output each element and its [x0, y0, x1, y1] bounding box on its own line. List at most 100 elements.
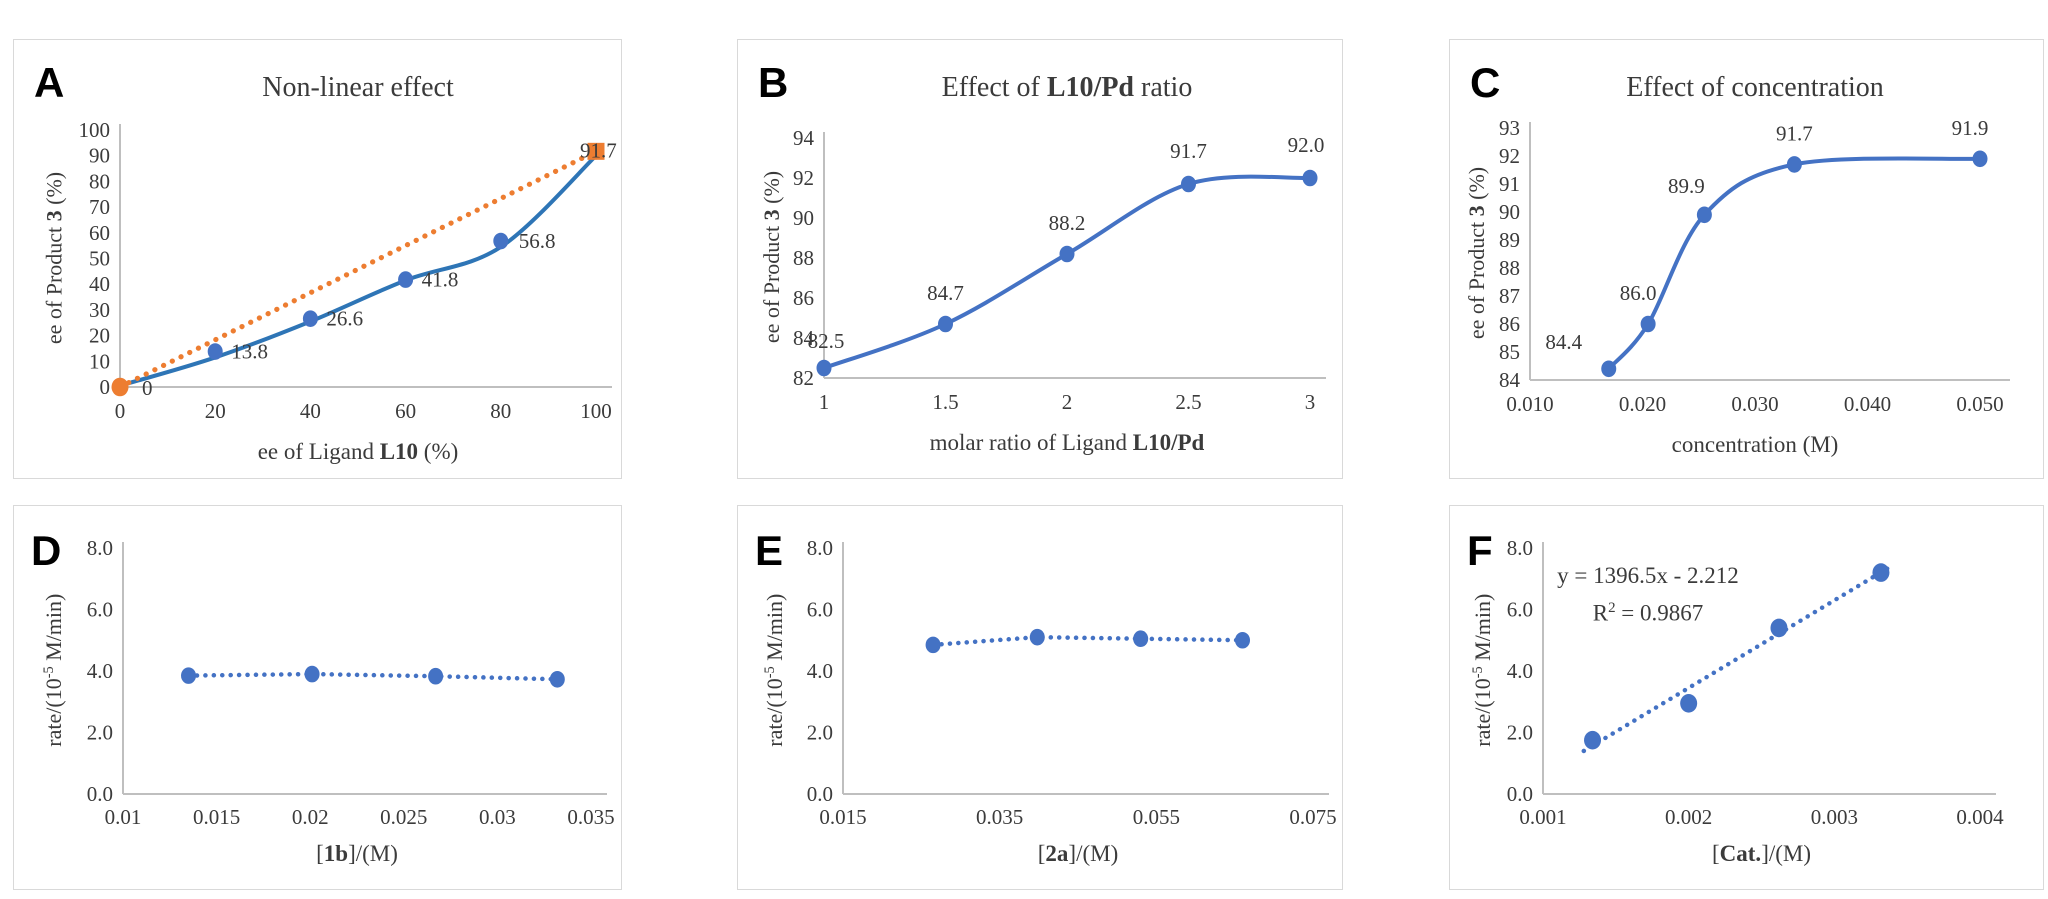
svg-text:13.8: 13.8	[231, 340, 268, 364]
svg-text:88.2: 88.2	[1049, 211, 1086, 235]
chart-e-y-axis-label: rate/(10-5 M/min)	[761, 593, 788, 747]
svg-text:90: 90	[1499, 200, 1520, 224]
svg-text:0.020: 0.020	[1619, 392, 1666, 416]
svg-text:91.7: 91.7	[1776, 121, 1813, 145]
panel-e: 0.0 2.0 4.0 6.0 8.0 0.015 0.035 0.055 0.075 E ra…	[737, 505, 1343, 890]
chart-b-plot: 82 84 86 88 90 92 94 1 1.5 2 2.5 3 82.5 84.7 88.2 91.7 9…	[793, 126, 1326, 414]
svg-text:91: 91	[1499, 172, 1520, 196]
svg-text:0.010: 0.010	[1506, 392, 1553, 416]
svg-text:60: 60	[89, 221, 110, 245]
panel-a: 0 10 20 30 40 50 60 70 80 90 100 0 20 40 60 80 100 0 13.8 2…	[13, 39, 622, 479]
svg-text:94: 94	[793, 126, 815, 150]
svg-text:0.025: 0.025	[380, 805, 427, 829]
svg-text:84: 84	[1499, 368, 1521, 392]
svg-text:84: 84	[793, 326, 815, 350]
panel-d: 0.0 2.0 4.0 6.0 8.0 0.01 0.015 0.02 0.025 0.03 0.0…	[13, 505, 622, 890]
svg-text:6.0: 6.0	[807, 598, 833, 622]
svg-text:70: 70	[89, 195, 110, 219]
chart-d-y-axis-label: rate/(10-5 M/min)	[40, 593, 67, 747]
svg-text:3: 3	[1305, 390, 1316, 414]
svg-text:0: 0	[100, 375, 111, 399]
panel-b-letter: B	[758, 59, 789, 106]
chart-f-plot: 0.0 2.0 4.0 6.0 8.0 0.001 0.002 0.003 0.004	[1507, 536, 2004, 829]
svg-text:0.0: 0.0	[1507, 782, 1533, 806]
svg-text:26.6: 26.6	[326, 307, 363, 331]
svg-text:86.0: 86.0	[1620, 281, 1657, 305]
svg-text:100: 100	[580, 399, 612, 423]
svg-text:41.8: 41.8	[422, 268, 459, 292]
svg-text:2: 2	[1062, 390, 1073, 414]
svg-text:84.7: 84.7	[927, 281, 964, 305]
svg-text:89: 89	[1499, 228, 1520, 252]
chart-f-trendline-equation: y = 1396.5x - 2.212 R2 = 0.9867	[1508, 560, 1788, 630]
panel-b: 82 84 86 88 90 92 94 1 1.5 2 2.5 3 82.5 84.7 88.2 91.7 9…	[737, 39, 1343, 479]
svg-text:92: 92	[1499, 144, 1520, 168]
svg-text:0.035: 0.035	[976, 805, 1023, 829]
chart-f-x-axis-label: [Cat.]/(M)	[1711, 841, 1812, 866]
svg-text:0.040: 0.040	[1844, 392, 1891, 416]
svg-text:90: 90	[89, 144, 110, 168]
svg-text:1.5: 1.5	[932, 390, 958, 414]
svg-text:0.0: 0.0	[87, 782, 113, 806]
chart-d-plot: 0.0 2.0 4.0 6.0 8.0 0.01 0.015 0.02 0.025 0.03 0.0…	[87, 536, 615, 829]
svg-text:0.015: 0.015	[819, 805, 866, 829]
svg-text:56.8: 56.8	[519, 229, 556, 253]
svg-text:87: 87	[1499, 284, 1520, 308]
svg-text:91.7: 91.7	[1170, 139, 1207, 163]
panel-e-letter: E	[755, 527, 784, 574]
chart-e-x-axis-label: [2a]/(M)	[1037, 841, 1119, 866]
svg-text:0.075: 0.075	[1289, 805, 1336, 829]
chart-b-title: Effect of L10/Pd ratio	[941, 72, 1193, 103]
svg-text:93: 93	[1499, 116, 1520, 140]
svg-text:85: 85	[1499, 340, 1520, 364]
chart-a-y-axis-label: ee of Product 3 (%)	[41, 171, 66, 344]
chart-e-plot: 0.0 2.0 4.0 6.0 8.0 0.015 0.035 0.055 0.075	[807, 536, 1337, 829]
svg-text:0.003: 0.003	[1811, 805, 1858, 829]
svg-text:100: 100	[79, 118, 111, 142]
svg-text:89.9: 89.9	[1668, 174, 1705, 198]
chart-b-x-axis-label: molar ratio of Ligand L10/Pd	[929, 430, 1205, 455]
panel-f: 0.0 2.0 4.0 6.0 8.0 0.001 0.002 0.003 0.004 F ra…	[1449, 505, 2044, 890]
svg-text:2.5: 2.5	[1175, 390, 1201, 414]
svg-text:50: 50	[89, 247, 110, 271]
svg-text:92.0: 92.0	[1288, 133, 1325, 157]
svg-text:0.055: 0.055	[1133, 805, 1180, 829]
trendline-r-squared: R2 = 0.9867	[1592, 600, 1704, 626]
svg-text:4.0: 4.0	[1507, 659, 1533, 683]
svg-text:2.0: 2.0	[87, 721, 113, 745]
chart-c-y-axis-label: ee of Product 3 (%)	[1464, 166, 1489, 340]
svg-text:8.0: 8.0	[1507, 536, 1533, 560]
svg-text:60: 60	[395, 399, 416, 423]
chart-a-x-axis-label: ee of Ligand L10 (%)	[257, 439, 459, 464]
svg-text:20: 20	[205, 399, 226, 423]
svg-text:0.001: 0.001	[1519, 805, 1566, 829]
svg-text:10: 10	[89, 349, 110, 373]
svg-text:40: 40	[300, 399, 321, 423]
chart-d-x-axis-label: [1b]/(M)	[316, 841, 398, 866]
chart-f-y-axis-label: rate/(10-5 M/min)	[1469, 593, 1496, 747]
panel-d-letter: D	[31, 527, 62, 574]
svg-text:80: 80	[490, 399, 511, 423]
svg-text:4.0: 4.0	[807, 659, 833, 683]
svg-text:88: 88	[793, 246, 814, 270]
svg-text:4.0: 4.0	[87, 659, 113, 683]
svg-text:86: 86	[1499, 312, 1520, 336]
svg-text:1: 1	[819, 390, 830, 414]
chart-c-x-axis-label: concentration (M)	[1671, 432, 1839, 457]
svg-text:80: 80	[89, 169, 110, 193]
panel-f-letter: F	[1467, 527, 1493, 574]
svg-text:91.7: 91.7	[580, 138, 617, 162]
panel-c-letter: C	[1470, 59, 1501, 106]
chart-c-plot: 84 85 86 87 88 89 90 91 92 93 0.010 0.020 0.030 0.040…	[1499, 116, 2010, 416]
svg-text:0.015: 0.015	[193, 805, 240, 829]
chart-a-title: Non-linear effect	[262, 72, 454, 103]
svg-text:0.050: 0.050	[1956, 392, 2003, 416]
svg-text:40: 40	[89, 272, 110, 296]
svg-text:8.0: 8.0	[87, 536, 113, 560]
svg-text:0.02: 0.02	[292, 805, 329, 829]
svg-text:0.004: 0.004	[1956, 805, 2004, 829]
svg-text:20: 20	[89, 324, 110, 348]
svg-text:0.0: 0.0	[807, 782, 833, 806]
